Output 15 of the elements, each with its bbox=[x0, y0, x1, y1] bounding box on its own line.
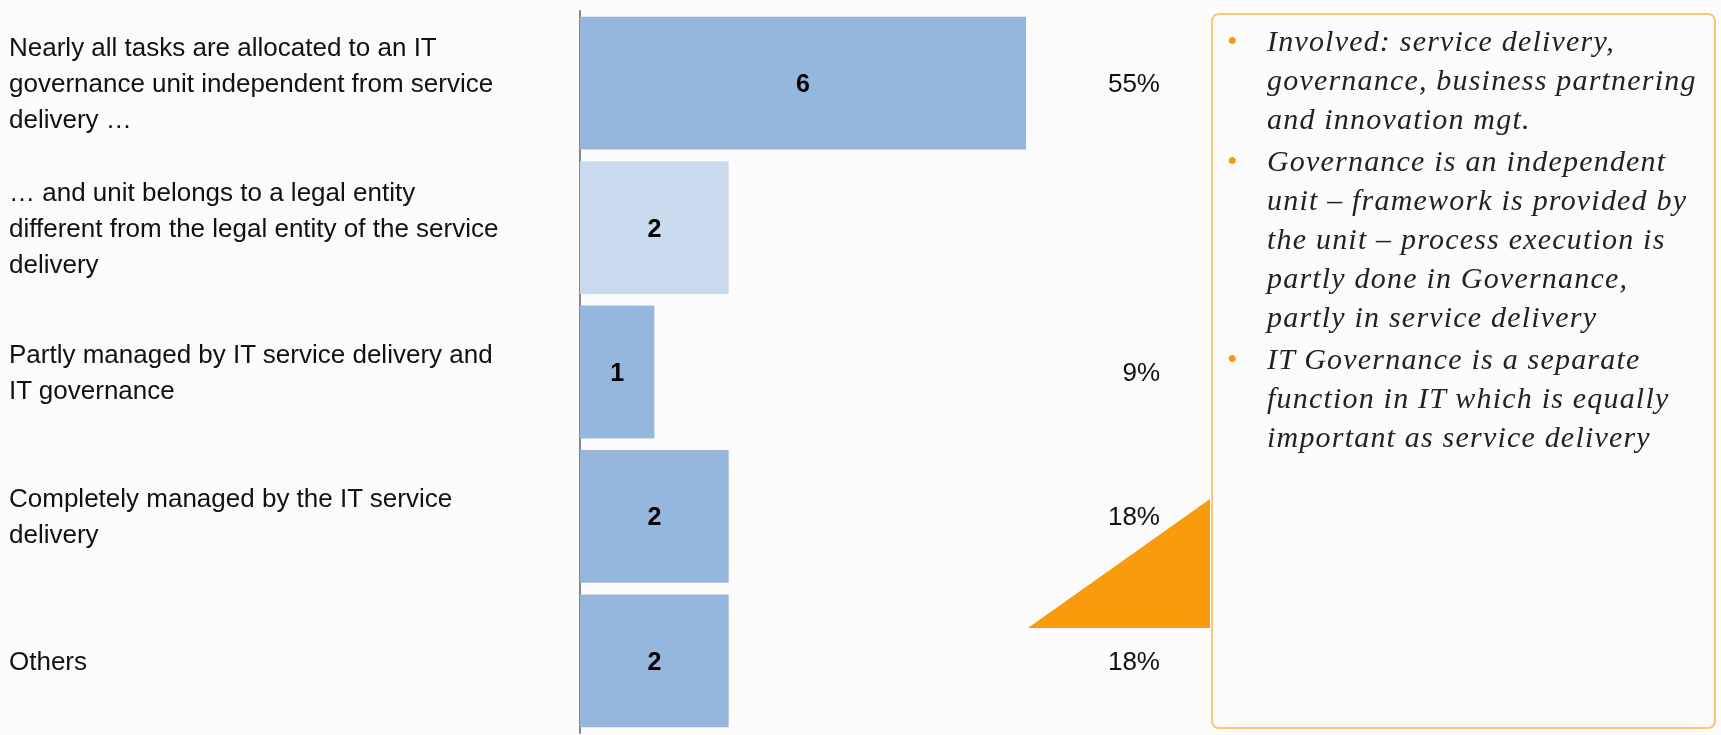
y-tick-label: Others bbox=[9, 645, 88, 676]
text: 55% bbox=[1107, 68, 1160, 99]
data-label: 1 bbox=[610, 358, 625, 386]
y-tick-label: Nearly all tasks are allocated to an IT governance unit independent from service delivery … bbox=[9, 32, 501, 135]
data-label: 2 bbox=[647, 646, 662, 675]
data-label: 2 bbox=[647, 213, 662, 242]
data-label: 2 bbox=[647, 502, 662, 531]
text: 9% bbox=[1122, 357, 1160, 387]
y-tick-label: Partly managed by IT service delivery and IT governance bbox=[9, 339, 500, 405]
text: 18% bbox=[1107, 501, 1160, 532]
y-tick-label: … and unit belongs to a legal entity different from the legal entity of the service delivery bbox=[9, 176, 506, 279]
y-tick-label: Completely managed by the IT service delivery bbox=[9, 483, 460, 550]
data-label: 6 bbox=[796, 69, 810, 98]
text: 18% bbox=[1107, 645, 1160, 676]
callout-box: • Involved: service delivery, governance, business partnering and innovation mgt. • Governance is an independent unit – framework is provided by the unit – process execution is partly done in Governance, partly in service delivery • IT Governance is a separate function in IT which is equally important as service delivery bbox=[1211, 13, 1716, 729]
